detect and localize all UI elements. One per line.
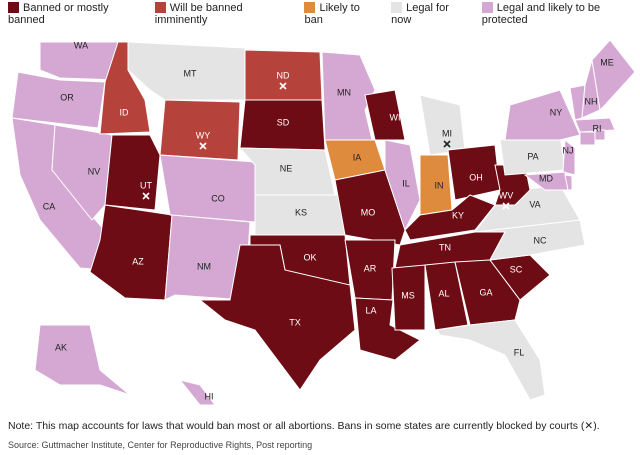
state-label: OH (469, 172, 483, 182)
state (454, 259, 521, 326)
state-label: AK (55, 342, 67, 352)
state (564, 174, 573, 191)
legend-label: Banned or mostly banned (8, 2, 109, 26)
state-label: WY (196, 130, 211, 140)
state-label: MN (337, 87, 351, 97)
state-label: FL (514, 347, 525, 357)
state (159, 99, 241, 161)
state-label: NH (585, 96, 598, 106)
blocked-marker (199, 142, 207, 150)
state-label: MD (539, 173, 553, 183)
legend-label: Will be banned imminently (154, 2, 243, 26)
state (159, 154, 256, 223)
state (404, 194, 496, 241)
state-label: NJ (563, 145, 574, 155)
legend-label: Legal for now (391, 2, 449, 26)
state-label: PA (527, 151, 538, 161)
state-label: WA (74, 40, 88, 50)
state (39, 41, 119, 81)
state-label: NM (197, 261, 211, 271)
legend-label: Legal and likely to be protected (481, 2, 601, 26)
state-label: IA (353, 152, 362, 162)
state-label: VA (529, 199, 540, 209)
state (579, 131, 596, 146)
blocked-marker (443, 140, 451, 148)
legend-label: Likely to ban (304, 2, 360, 26)
source: Source: Guttmacher Institute, Center for… (8, 440, 313, 450)
state-label: AZ (132, 256, 144, 266)
legend-item: Will be banned imminently (154, 2, 291, 26)
state-label: NY (550, 107, 563, 117)
state (384, 139, 421, 232)
state (104, 134, 161, 211)
map: WI SD UT AZ MO OK TX AR LA MS AL GA SC T… (11, 39, 636, 406)
state-label: AL (438, 288, 449, 298)
state-label: WI (390, 112, 401, 122)
state-label: KY (452, 210, 464, 220)
state-labels: WI SD UT AZ MO OK TX AR LA MS AL GA SC T… (43, 40, 614, 401)
state (419, 94, 466, 156)
state (89, 204, 173, 301)
state-label: RI (593, 123, 602, 133)
legend-swatch (481, 2, 493, 13)
state (178, 379, 216, 406)
note: Note: This map accounts for laws that wo… (8, 420, 600, 432)
state (436, 319, 546, 401)
state-label: CO (211, 193, 225, 203)
state-label: ID (120, 107, 130, 117)
blocked-marker (279, 82, 287, 90)
state-label: CA (43, 201, 56, 211)
states (11, 39, 636, 406)
state-label: WV (499, 190, 514, 200)
state (364, 89, 406, 141)
legend-swatch (154, 2, 166, 13)
state (198, 244, 356, 391)
state-label: OR (60, 92, 74, 102)
blocked-marker (502, 202, 510, 210)
state (34, 324, 131, 396)
legend-swatch (8, 2, 19, 13)
legend-swatch (304, 2, 316, 13)
state-label: IN (435, 180, 444, 190)
state-label: ME (600, 57, 614, 67)
state-label: HI (205, 391, 214, 401)
legend-item: Legal for now (391, 2, 468, 26)
legend: Banned or mostly banned Will be banned im… (8, 2, 640, 26)
state-label: GA (479, 287, 492, 297)
state (11, 71, 106, 129)
state (391, 264, 426, 331)
state-label: KS (295, 207, 307, 217)
state-label: TN (439, 242, 451, 252)
state (354, 297, 421, 361)
state (334, 169, 406, 246)
state (562, 139, 576, 176)
legend-item: Legal and likely to be protected (481, 2, 640, 26)
state (504, 89, 581, 141)
state-label: MS (401, 290, 415, 300)
state-label: SD (277, 117, 290, 127)
state-label: LA (365, 305, 376, 315)
state-label: IL (402, 178, 410, 188)
state-label: AR (364, 263, 377, 273)
state-label: MT (184, 68, 197, 78)
state-label: ND (277, 70, 290, 80)
state-label: NC (534, 235, 547, 245)
state (574, 117, 616, 133)
legend-swatch (391, 2, 403, 13)
legend-item: Likely to ban (304, 2, 377, 26)
state-label: SC (510, 264, 523, 274)
state-label: OK (303, 252, 316, 262)
state-label: NV (88, 166, 101, 176)
state (591, 39, 636, 112)
state (164, 214, 251, 301)
state-label: MI (442, 128, 452, 138)
state-label: TX (289, 317, 301, 327)
state-label: MO (361, 207, 376, 217)
blocked-marker (142, 192, 150, 200)
legend-item: Banned or mostly banned (8, 2, 141, 26)
state-label: UT (140, 180, 152, 190)
state-label: NE (280, 163, 293, 173)
